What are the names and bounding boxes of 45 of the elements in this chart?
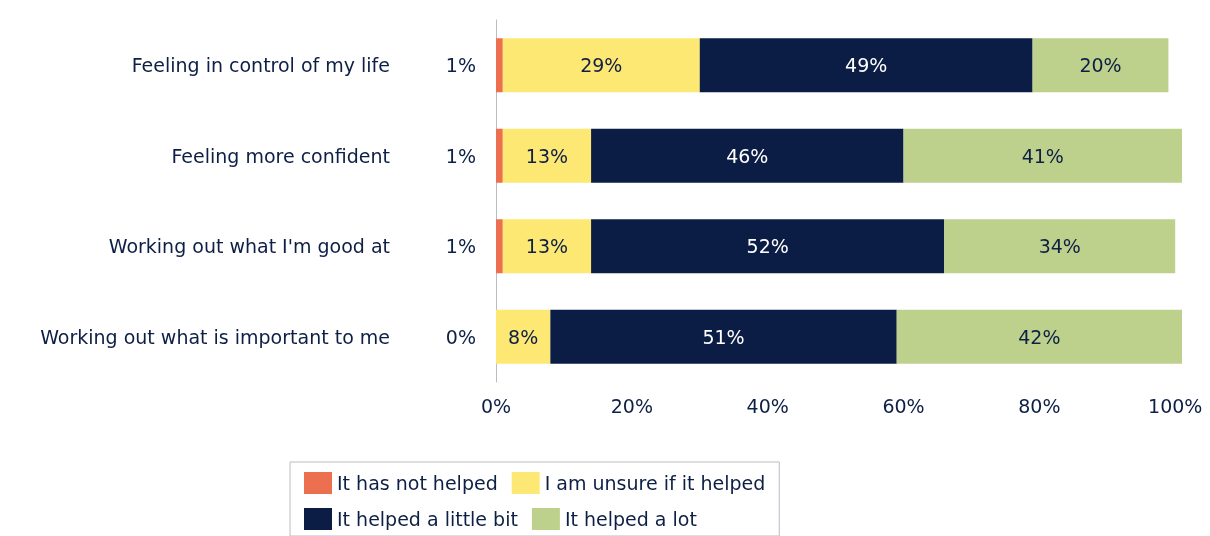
data-label: 1% bbox=[445, 54, 476, 77]
data-label: 8% bbox=[508, 325, 539, 348]
legend-label: I am unsure if it helped bbox=[544, 472, 766, 494]
x-tick-label: 20% bbox=[610, 394, 653, 417]
bar bbox=[591, 219, 945, 274]
data-label: 46% bbox=[726, 144, 769, 167]
y-tick-label: Working out what is important to me bbox=[40, 325, 390, 348]
data-label: 51% bbox=[702, 325, 745, 348]
bar bbox=[944, 219, 1176, 274]
data-label: 0% bbox=[445, 325, 476, 348]
data-label: 20% bbox=[1079, 54, 1122, 77]
bar bbox=[591, 128, 904, 183]
bar bbox=[699, 38, 1033, 93]
legend-label: It helped a lot bbox=[564, 508, 697, 530]
data-label: 13% bbox=[525, 235, 569, 258]
y-tick-label: Feeling more confident bbox=[171, 144, 390, 167]
data-label: 49% bbox=[845, 54, 888, 77]
bar bbox=[1032, 38, 1169, 93]
bar bbox=[550, 309, 897, 364]
data-label: 13% bbox=[525, 144, 569, 167]
data-label: 29% bbox=[580, 54, 623, 77]
x-tick-label: 80% bbox=[1018, 394, 1061, 417]
y-tick-label: Feeling in control of my life bbox=[131, 54, 390, 77]
y-tick-label: Working out what I'm good at bbox=[108, 235, 390, 258]
bar bbox=[502, 219, 592, 274]
data-label: 34% bbox=[1038, 235, 1081, 258]
x-tick-label: 0% bbox=[480, 394, 512, 417]
legend-label: It has not helped bbox=[337, 472, 498, 494]
x-tick-label: 60% bbox=[882, 394, 925, 417]
data-label: 41% bbox=[1021, 144, 1064, 167]
x-tick-label: 100% bbox=[1148, 394, 1203, 417]
data-label: 1% bbox=[445, 235, 476, 258]
bar bbox=[903, 128, 1182, 183]
bar bbox=[496, 309, 551, 364]
data-label: 42% bbox=[1018, 325, 1061, 348]
bar bbox=[496, 128, 503, 183]
legend-label: It helped a little bit bbox=[337, 508, 518, 530]
data-label: 52% bbox=[746, 235, 789, 258]
bar bbox=[496, 219, 503, 274]
bar bbox=[896, 309, 1182, 364]
bar bbox=[502, 128, 592, 183]
bar bbox=[502, 38, 700, 93]
data-label: 1% bbox=[445, 144, 476, 167]
x-tick-label: 40% bbox=[746, 394, 789, 417]
bar bbox=[496, 38, 503, 93]
